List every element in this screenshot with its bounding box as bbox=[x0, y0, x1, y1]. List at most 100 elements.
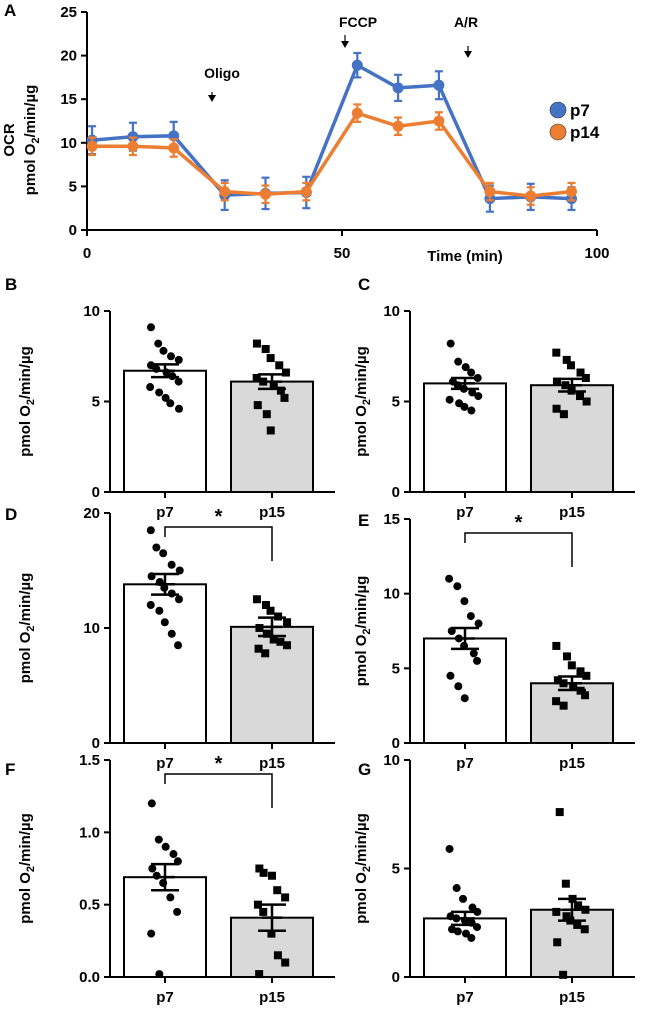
f-point-p15 bbox=[267, 929, 276, 938]
e-point-p15 bbox=[553, 676, 562, 685]
a-y-tick-label: 0 bbox=[69, 222, 77, 239]
b-point-p7 bbox=[174, 355, 183, 364]
c-y-axis-label-text: pmol O2/min/µg bbox=[353, 346, 373, 457]
g-point-p15 bbox=[573, 920, 582, 929]
e-y-axis-label: pmol O2/min/µg bbox=[353, 576, 373, 687]
panel-letter-b: B bbox=[5, 275, 17, 294]
g-point-p7 bbox=[453, 927, 462, 936]
e-point-p7 bbox=[454, 682, 463, 691]
c-y-axis-label-main: pmol O bbox=[353, 405, 370, 457]
f-y-axis-label-main: pmol O bbox=[17, 872, 34, 924]
b-y-tick-label: 10 bbox=[83, 303, 100, 320]
d-y-axis-label: pmol O2/min/µg bbox=[17, 573, 37, 684]
d-point-p7 bbox=[146, 526, 155, 535]
g-y-axis-label-main: pmol O bbox=[353, 872, 370, 924]
e-point-p15 bbox=[559, 701, 568, 710]
c-point-p7 bbox=[446, 339, 455, 348]
c-point-p15 bbox=[576, 368, 585, 377]
d-point-p7 bbox=[174, 595, 183, 604]
panel-letter-f: F bbox=[5, 760, 15, 779]
c-point-p15 bbox=[576, 392, 585, 401]
a-series-line-p7 bbox=[91, 62, 572, 201]
a-data-point-p14 bbox=[525, 190, 537, 202]
e-point-p7 bbox=[474, 619, 483, 628]
a-y-axis-label-main: pmol O bbox=[22, 143, 39, 195]
g-point-p15 bbox=[553, 938, 562, 947]
f-bar-p7 bbox=[123, 876, 207, 978]
d-significance-star: * bbox=[215, 506, 223, 528]
c-point-p15 bbox=[552, 404, 561, 413]
a-data-point-p14 bbox=[260, 188, 271, 200]
f-point-p7 bbox=[166, 893, 175, 902]
c-bar-p7 bbox=[423, 382, 507, 493]
e-y-axis-label-sub: 2 bbox=[361, 629, 373, 635]
a-data-point-p14 bbox=[300, 186, 312, 198]
g-x-tick-label-p15: p15 bbox=[559, 989, 585, 1006]
e-x-tick-label-p7: p7 bbox=[456, 755, 474, 772]
b-point-p7 bbox=[166, 352, 175, 361]
e-y-tick-label: 0 bbox=[392, 735, 400, 752]
f-x-tick-label-p7: p7 bbox=[156, 989, 174, 1006]
b-point-p7 bbox=[161, 393, 170, 402]
a-x-tick-label: 100 bbox=[584, 245, 609, 262]
b-point-p15 bbox=[276, 386, 285, 395]
d-point-p15 bbox=[266, 606, 275, 615]
b-point-p15 bbox=[253, 401, 262, 410]
a-annotation-oligo: Oligo bbox=[204, 65, 240, 81]
b-point-p7 bbox=[154, 339, 163, 348]
panel-letter-e: E bbox=[358, 511, 369, 530]
d-y-tick-label: 20 bbox=[83, 505, 100, 522]
b-y-tick-label: 5 bbox=[92, 394, 100, 411]
f-point-p7 bbox=[155, 970, 164, 979]
d-y-axis-label-sub: 2 bbox=[25, 626, 37, 632]
f-point-p7 bbox=[147, 799, 156, 808]
e-significance-star: * bbox=[515, 512, 523, 534]
a-data-point-p14 bbox=[351, 107, 363, 119]
g-point-p7 bbox=[445, 844, 454, 853]
a-annotation-arrow-head bbox=[208, 95, 216, 102]
c-point-p15 bbox=[566, 361, 575, 370]
d-bar-p15 bbox=[230, 625, 314, 744]
f-point-p7 bbox=[147, 929, 156, 938]
b-point-p7 bbox=[174, 404, 183, 413]
a-data-point-p14 bbox=[392, 120, 404, 132]
g-point-p15 bbox=[561, 879, 570, 888]
a-data-point-p14 bbox=[127, 140, 139, 152]
g-bar-p7 bbox=[423, 917, 507, 978]
a-y-axis-label-tail: /min/µg bbox=[22, 85, 39, 138]
a-y-tick-label: 20 bbox=[60, 48, 77, 65]
b-point-p7 bbox=[146, 383, 155, 392]
e-point-p15 bbox=[582, 671, 591, 680]
f-significance-star: * bbox=[215, 753, 223, 775]
a-data-point-p7 bbox=[433, 79, 445, 91]
c-y-tick-label: 5 bbox=[392, 394, 400, 411]
d-point-p7 bbox=[160, 618, 169, 627]
b-point-p7 bbox=[159, 346, 168, 355]
f-point-p15 bbox=[255, 970, 264, 979]
d-point-p7 bbox=[167, 560, 176, 569]
a-legend-label-p14: p14 bbox=[570, 123, 600, 142]
c-point-p7 bbox=[460, 402, 469, 411]
a-data-point-p14 bbox=[433, 115, 445, 127]
d-x-tick-label-p7: p7 bbox=[156, 755, 174, 772]
g-y-axis-label-text: pmol O2/min/µg bbox=[353, 813, 373, 924]
f-y-tick-label: 0.0 bbox=[79, 969, 100, 986]
g-point-p15 bbox=[580, 925, 589, 934]
b-point-p15 bbox=[266, 354, 275, 363]
f-point-p15 bbox=[259, 907, 268, 916]
a-annotation-arrow-head bbox=[341, 41, 349, 48]
d-point-p15 bbox=[269, 635, 278, 644]
f-y-tick-label: 1.0 bbox=[79, 824, 100, 841]
d-point-p15 bbox=[252, 595, 261, 604]
a-data-point-p14 bbox=[219, 186, 231, 198]
a-x-tick-label: 50 bbox=[334, 245, 351, 262]
d-y-axis-label-tail: /min/µg bbox=[17, 573, 34, 626]
c-point-p15 bbox=[552, 377, 561, 386]
a-x-axis-label: Time (min) bbox=[427, 248, 503, 265]
e-point-p15 bbox=[567, 661, 576, 670]
g-point-p15 bbox=[555, 808, 564, 817]
d-point-p7 bbox=[155, 606, 164, 615]
c-y-axis-label-sub: 2 bbox=[361, 399, 373, 405]
g-point-p15 bbox=[581, 905, 590, 914]
